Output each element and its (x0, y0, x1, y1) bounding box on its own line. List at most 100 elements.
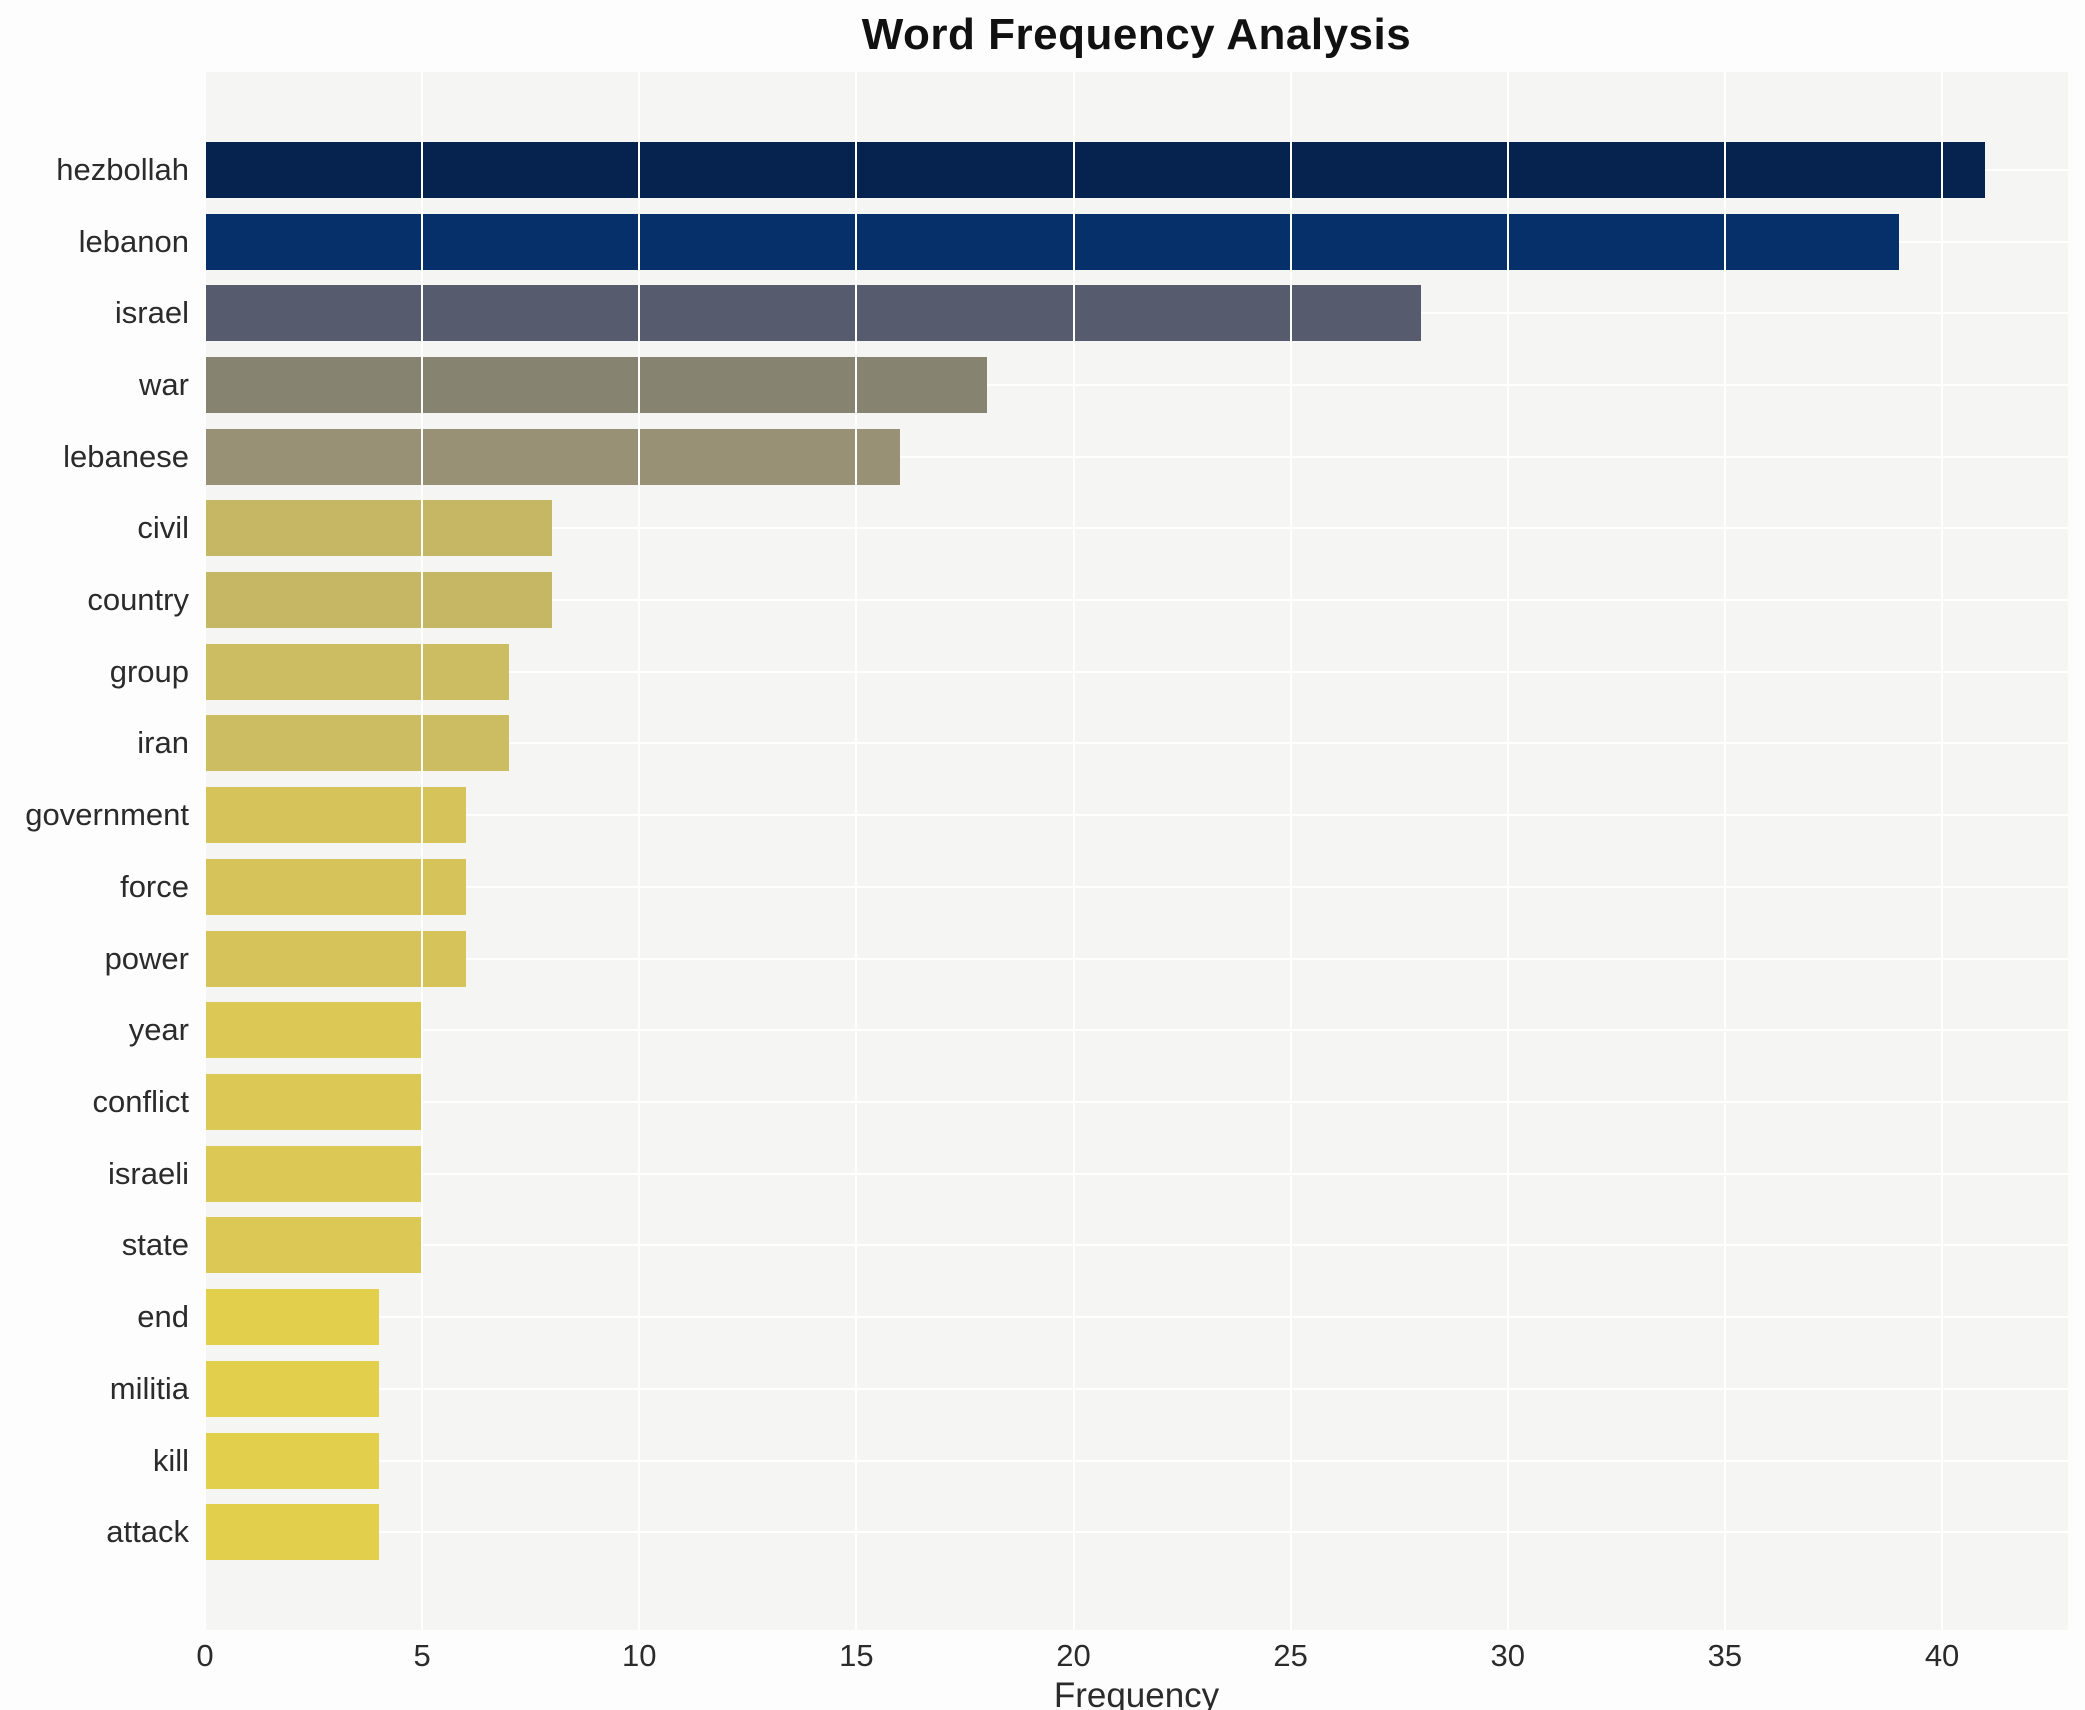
y-axis-label: kill (152, 1442, 189, 1478)
x-gridline (1723, 72, 1726, 1630)
bar-iran (205, 715, 509, 772)
x-gridline (1072, 72, 1075, 1630)
bar-power (205, 930, 466, 987)
y-axis-label: israel (114, 295, 189, 331)
bar-row: conflict (93, 1066, 2068, 1138)
bar-row: power (105, 923, 2068, 995)
y-gridline (205, 599, 2068, 602)
y-gridline (205, 383, 2068, 386)
y-axis-label: year (128, 1012, 189, 1048)
bar-row: lebanon (79, 206, 2068, 278)
bar-war (205, 356, 987, 413)
y-gridline (205, 1100, 2068, 1103)
y-axis-label: iran (137, 725, 189, 761)
bar-state (205, 1217, 423, 1274)
y-gridline (205, 1172, 2068, 1175)
bar-row: israeli (108, 1138, 2068, 1210)
y-axis-label: attack (106, 1514, 189, 1550)
bar-israeli (205, 1145, 423, 1202)
plot-area: hezbollah lebanon israel war lebanese civil co… (25, 72, 2068, 1630)
y-axis-label: country (87, 582, 189, 618)
y-axis-label: force (120, 868, 189, 904)
x-tick-label: 5 (413, 1638, 431, 1673)
x-gridline (855, 72, 858, 1630)
y-gridline (205, 670, 2068, 673)
y-gridline (205, 1244, 2068, 1247)
y-gridline (205, 1387, 2068, 1390)
bar-row: lebanese (63, 421, 2068, 493)
y-gridline (205, 455, 2068, 458)
y-axis-label: state (121, 1227, 189, 1263)
bar-row: government (25, 779, 2068, 851)
y-gridline (205, 1459, 2068, 1462)
bar-kill (205, 1432, 379, 1489)
y-gridline (205, 814, 2068, 817)
bar-row: state (122, 1210, 2068, 1282)
bar-row: civil (137, 493, 2068, 565)
bar-government (205, 787, 466, 844)
y-gridline (205, 527, 2068, 530)
y-axis-label: lebanon (78, 223, 189, 259)
x-gridline (1506, 72, 1509, 1630)
bar-row: hezbollah (56, 134, 2068, 206)
y-axis-label: government (25, 797, 189, 833)
x-tick-label: 0 (196, 1638, 214, 1673)
bar-civil (205, 500, 553, 557)
bar-row: year (129, 994, 2068, 1066)
x-tick-label: 20 (1056, 1638, 1091, 1673)
bar-rows-container: hezbollah lebanon israel war lebanese civil co… (25, 134, 2068, 1568)
x-gridline (1289, 72, 1292, 1630)
x-tick-label: 40 (1924, 1638, 1960, 1673)
bar-row: iran (137, 708, 2068, 780)
y-axis-label: war (139, 366, 189, 402)
bar-end (205, 1289, 379, 1346)
x-tick-label: 25 (1273, 1638, 1308, 1673)
bar-hezbollah (205, 141, 1986, 198)
bar-row: israel (115, 277, 2068, 349)
y-axis-label: group (109, 653, 189, 689)
x-axis: 0 5 10 15 20 25 30 35 40 (196, 1638, 2068, 1678)
bar-row: attack (106, 1496, 2068, 1568)
bar-row: kill (153, 1425, 2068, 1497)
bar-lebanese (205, 428, 900, 485)
x-tick-label: 10 (622, 1638, 657, 1673)
bar-force (205, 858, 466, 915)
x-axis-title: Frequency (1053, 1676, 1220, 1710)
y-axis-label: israeli (108, 1155, 189, 1191)
y-axis-label: end (137, 1299, 189, 1335)
x-gridline (421, 72, 424, 1630)
bar-row: force (120, 851, 2068, 923)
bar-country (205, 572, 553, 629)
x-tick-label: 15 (839, 1638, 874, 1673)
y-axis-label: conflict (92, 1083, 189, 1119)
y-axis-label: militia (109, 1370, 189, 1406)
y-axis-label: hezbollah (56, 151, 189, 187)
bar-row: group (110, 636, 2068, 708)
y-gridline (205, 1029, 2068, 1032)
bar-lebanon (205, 213, 1899, 270)
y-axis-label: lebanese (63, 438, 189, 474)
y-axis-label: power (104, 940, 189, 976)
bar-row: war (139, 349, 2068, 421)
bar-attack (205, 1504, 379, 1561)
x-tick-label: 30 (1490, 1638, 1526, 1673)
chart-title: Word Frequency Analysis (861, 10, 1412, 59)
x-gridline (204, 72, 206, 1630)
bar-row: end (137, 1281, 2068, 1353)
bar-row: militia (110, 1353, 2068, 1425)
y-gridline (205, 885, 2068, 888)
x-gridline (638, 72, 641, 1630)
bar-militia (205, 1360, 379, 1417)
y-gridline (205, 1531, 2068, 1534)
y-gridline (205, 957, 2068, 960)
x-gridline (1941, 72, 1944, 1630)
bar-israel (205, 285, 1421, 342)
y-axis-label: civil (137, 510, 189, 546)
bar-year (205, 1002, 423, 1059)
bar-conflict (205, 1073, 423, 1130)
y-gridline (205, 742, 2068, 745)
bar-group (205, 643, 509, 700)
y-gridline (205, 1316, 2068, 1319)
x-tick-label: 35 (1707, 1638, 1743, 1673)
